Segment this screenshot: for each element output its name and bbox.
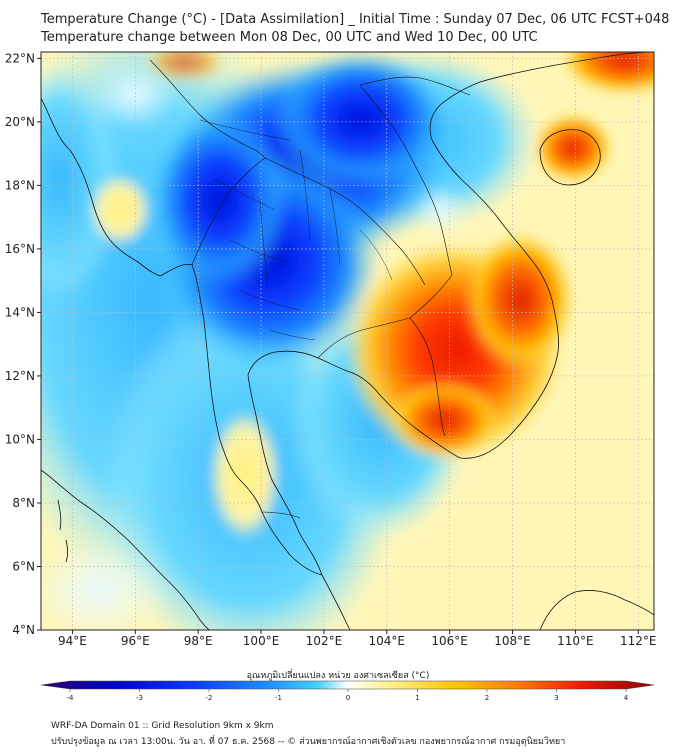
colorbar-tick-label: 3 — [554, 694, 558, 702]
lat-tick-label: 16°N — [5, 242, 35, 256]
colorbar-ticks: -4 -3 -2 -1 0 1 2 3 4 — [67, 689, 629, 702]
graticule — [41, 52, 654, 630]
colorbar-tick-label: 0 — [346, 694, 350, 702]
map-frame — [40, 51, 655, 631]
colorbar-tick-label: -2 — [206, 694, 213, 702]
lon-tick-label: 96°E — [121, 634, 150, 648]
lon-tick-label: 110°E — [557, 634, 594, 648]
colorbar: -4 -3 -2 -1 0 1 2 3 4 — [40, 680, 655, 702]
lat-tick-label: 4°N — [12, 623, 35, 637]
lat-tick-label: 12°N — [5, 369, 35, 383]
lon-tick-label: 112°E — [620, 634, 657, 648]
lat-tick-label: 14°N — [5, 305, 35, 319]
lat-tick-label: 6°N — [12, 559, 35, 573]
lon-tick-label: 98°E — [184, 634, 213, 648]
colorbar-tick-label: 1 — [415, 694, 419, 702]
lon-tick-label: 106°E — [431, 634, 468, 648]
colorbar-tick-label: 2 — [485, 694, 489, 702]
footer-credit: ปรับปรุงข้อมูล ณ เวลา 13:00น. วัน อา. ที… — [51, 737, 566, 747]
lon-tick-label: 104°E — [369, 634, 406, 648]
lat-tick-label: 22°N — [5, 51, 35, 65]
lon-tick-label: 94°E — [58, 634, 87, 648]
lat-tick-label: 18°N — [5, 178, 35, 192]
chart-title: Temperature Change (°C) - [Data Assimila… — [41, 12, 670, 27]
lon-tick-label: 102°E — [306, 634, 343, 648]
footer-model-info: WRF-DA Domain 01 :: Grid Resolution 9km … — [51, 721, 274, 731]
lon-tick-label: 108°E — [494, 634, 531, 648]
latitude-axis: 22°N 20°N 18°N 16°N 14°N 12°N 10°N 8°N 6°N 4°N — [5, 51, 41, 637]
lon-tick-label: 100°E — [243, 634, 280, 648]
colorbar-tick-label: 4 — [624, 694, 629, 702]
temperature-field — [41, 52, 654, 630]
lat-tick-label: 20°N — [5, 115, 35, 129]
colorbar-title: อุณหภูมิเปลี่ยนแปลง หน่วย องศาเซลเซียส (… — [246, 671, 430, 681]
chart-subtitle: Temperature change between Mon 08 Dec, 0… — [41, 30, 538, 45]
lat-tick-label: 10°N — [5, 432, 35, 446]
colorbar-gradient — [40, 680, 655, 690]
coastlines — [41, 52, 654, 630]
longitude-axis: 94°E 96°E 98°E 100°E 102°E 104°E 106°E 108°E 110… — [58, 630, 657, 648]
lat-tick-label: 8°N — [12, 496, 35, 510]
colorbar-tick-label: -1 — [275, 694, 282, 702]
colorbar-tick-label: -4 — [67, 694, 75, 702]
colorbar-tick-label: -3 — [136, 694, 143, 702]
country-borders — [149, 59, 471, 519]
